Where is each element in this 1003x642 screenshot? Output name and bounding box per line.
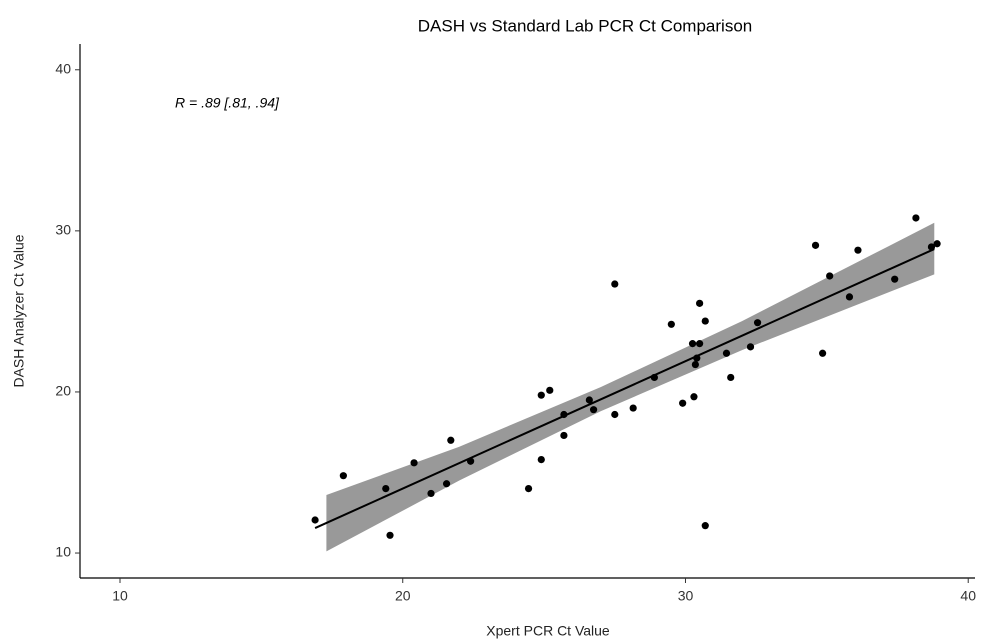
confidence-band	[326, 222, 935, 552]
x-axis-label: Xpert PCR Ct Value	[486, 623, 610, 639]
point	[560, 410, 568, 419]
point	[427, 489, 435, 498]
point	[679, 399, 687, 407]
point	[466, 457, 475, 465]
y-axis-label: DASH Analyzer Ct Value	[11, 234, 27, 387]
fit-line	[314, 248, 935, 529]
point	[826, 272, 834, 280]
x-tick-label: 40	[960, 588, 976, 604]
point	[667, 320, 675, 328]
point	[524, 484, 533, 493]
point	[442, 480, 451, 488]
point	[546, 386, 554, 394]
x-tick-label: 10	[112, 588, 128, 604]
point	[891, 275, 899, 283]
point	[691, 360, 699, 369]
point	[611, 410, 619, 419]
point	[701, 317, 709, 325]
point	[386, 531, 394, 539]
point	[585, 396, 593, 404]
point	[933, 240, 941, 248]
point	[845, 293, 854, 301]
point	[447, 436, 455, 444]
point	[722, 349, 731, 357]
point	[690, 393, 698, 401]
point	[537, 456, 545, 464]
point	[927, 243, 936, 251]
point	[629, 404, 637, 412]
point	[339, 472, 347, 480]
point	[537, 391, 545, 399]
point	[382, 484, 390, 493]
point	[811, 241, 820, 249]
point	[912, 214, 920, 222]
point	[753, 319, 762, 327]
point	[611, 280, 619, 288]
annotation: R = .89 [.81, .94]	[175, 95, 280, 111]
chart-title: DASH vs Standard Lab PCR Ct Comparison	[418, 16, 752, 35]
point	[696, 299, 704, 307]
x-tick-label: 30	[678, 588, 694, 604]
x-tick-label: 20	[395, 588, 411, 604]
point	[650, 373, 658, 382]
y-tick-label: 20	[55, 383, 71, 399]
point	[693, 354, 701, 362]
point	[701, 522, 709, 530]
y-tick-label: 30	[55, 222, 71, 238]
point	[819, 349, 827, 357]
y-tick-label: 40	[55, 60, 71, 76]
point	[696, 340, 704, 348]
point	[560, 431, 568, 440]
point	[746, 343, 755, 351]
point	[410, 459, 418, 467]
point	[311, 516, 319, 524]
point	[589, 406, 598, 414]
point	[688, 340, 697, 348]
point	[854, 246, 862, 254]
y-tick-label: 10	[55, 544, 71, 560]
point	[727, 373, 735, 382]
